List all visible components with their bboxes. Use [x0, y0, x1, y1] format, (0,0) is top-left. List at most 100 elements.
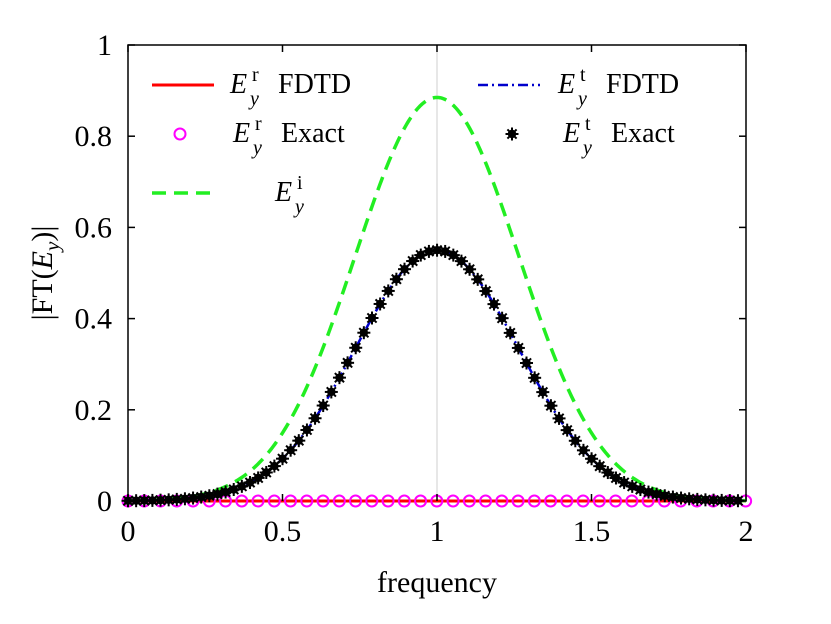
data-point-reflected-exact: [316, 494, 330, 508]
data-point-transmitted-exact: [365, 311, 379, 325]
legend-label-subscript: y: [248, 88, 259, 110]
data-point-reflected-exact: [251, 494, 265, 508]
data-point-transmitted-exact: [479, 284, 493, 298]
data-point-transmitted-exact: [454, 254, 468, 268]
x-axis-label: frequency: [377, 566, 497, 599]
data-point-transmitted-exact: [300, 423, 314, 437]
legend-label-symbol: E: [232, 118, 250, 149]
data-point-transmitted-exact: [731, 494, 745, 508]
data-point-transmitted-exact: [162, 493, 176, 507]
data-point-transmitted-exact: [349, 341, 363, 355]
data-point-reflected-exact: [592, 494, 606, 508]
legend-label-text: Exact: [281, 118, 345, 149]
data-point-transmitted-exact: [593, 459, 607, 473]
x-tick-label: 1.5: [573, 515, 611, 548]
data-point-transmitted-exact: [528, 371, 542, 385]
data-point-reflected-exact: [414, 494, 428, 508]
data-point-transmitted-exact: [560, 423, 574, 437]
data-point-transmitted-exact: [137, 494, 151, 508]
data-point-transmitted-exact: [373, 297, 387, 311]
legend-label-superscript: t: [585, 113, 591, 135]
legend-label-text: FDTD: [606, 69, 679, 100]
legend-label-symbol: E: [557, 69, 575, 100]
y-tick-label: 0.6: [75, 211, 113, 244]
legend-label-superscript: r: [255, 113, 262, 135]
data-point-reflected-exact: [332, 494, 346, 508]
data-point-reflected-exact: [495, 494, 509, 508]
data-point-transmitted-exact: [471, 272, 485, 286]
data-point-reflected-exact: [397, 494, 411, 508]
data-point-reflected-exact: [235, 494, 249, 508]
legend-label-superscript: t: [580, 64, 586, 86]
data-point-transmitted-exact: [251, 471, 265, 485]
data-point-transmitted-exact: [723, 494, 737, 508]
y-tick-label: 0.4: [75, 303, 113, 336]
y-tick-label: 0: [97, 485, 112, 518]
legend-label-superscript: i: [297, 172, 303, 194]
data-point-transmitted-exact: [129, 494, 143, 508]
data-point-transmitted-exact: [430, 243, 444, 257]
data-point-transmitted-exact: [267, 459, 281, 473]
y-tick-label: 0.2: [75, 394, 113, 427]
data-point-transmitted-exact: [576, 443, 590, 457]
legend-label-symbol: E: [229, 69, 247, 100]
data-point-reflected-exact: [479, 494, 493, 508]
x-tick-label: 1: [430, 515, 445, 548]
data-point-transmitted-exact: [406, 254, 420, 268]
data-point-transmitted-exact: [446, 248, 460, 262]
data-point-transmitted-exact: [341, 356, 355, 370]
x-tick-label: 0.5: [264, 515, 302, 548]
data-point-reflected-exact: [284, 494, 298, 508]
data-point-transmitted-exact: [487, 297, 501, 311]
data-point-transmitted-exact: [544, 399, 558, 413]
legend-label-subscript: y: [251, 137, 262, 159]
data-point-transmitted-exact: [276, 452, 290, 466]
data-point-transmitted-exact: [511, 341, 525, 355]
data-point-reflected-exact: [544, 494, 558, 508]
legend-swatch-circle: [173, 127, 187, 141]
data-point-transmitted-exact: [145, 493, 159, 507]
data-point-transmitted-exact: [389, 272, 403, 286]
data-point-transmitted-exact: [284, 443, 298, 457]
y-tick-label: 0.8: [75, 120, 113, 153]
data-point-transmitted-exact: [332, 371, 346, 385]
data-point-transmitted-exact: [316, 399, 330, 413]
data-point-transmitted-exact: [398, 262, 412, 276]
data-point-reflected-exact: [267, 494, 281, 508]
data-point-transmitted-exact: [259, 465, 273, 479]
data-point-reflected-exact: [511, 494, 525, 508]
data-point-reflected-exact: [381, 494, 395, 508]
data-point-reflected-exact: [527, 494, 541, 508]
legend-label-symbol: E: [562, 118, 580, 149]
series-line-incident: [127, 95, 747, 503]
data-point-transmitted-exact: [463, 262, 477, 276]
data-point-transmitted-exact: [503, 326, 517, 340]
data-point-transmitted-exact: [381, 284, 395, 298]
data-point-reflected-exact: [300, 494, 314, 508]
data-point-reflected-exact: [446, 494, 460, 508]
data-point-reflected-exact: [625, 494, 639, 508]
series-2: [127, 95, 747, 503]
data-point-transmitted-exact: [682, 492, 696, 506]
data-point-transmitted-exact: [715, 493, 729, 507]
legend-label-text: Exact: [611, 118, 675, 149]
legend-label-superscript: r: [252, 64, 259, 86]
data-point-reflected-exact: [365, 494, 379, 508]
data-point-transmitted-exact: [536, 385, 550, 399]
data-point-transmitted-exact: [568, 434, 582, 448]
data-point-reflected-exact: [462, 494, 476, 508]
data-point-reflected-exact: [349, 494, 363, 508]
data-point-transmitted-exact: [520, 356, 534, 370]
legend-label-symbol: E: [274, 177, 292, 208]
data-point-reflected-exact: [560, 494, 574, 508]
data-point-transmitted-exact: [552, 411, 566, 425]
data-point-reflected-exact: [576, 494, 590, 508]
x-tick-label: 2: [739, 515, 754, 548]
legend-label-subscript: y: [576, 88, 587, 110]
